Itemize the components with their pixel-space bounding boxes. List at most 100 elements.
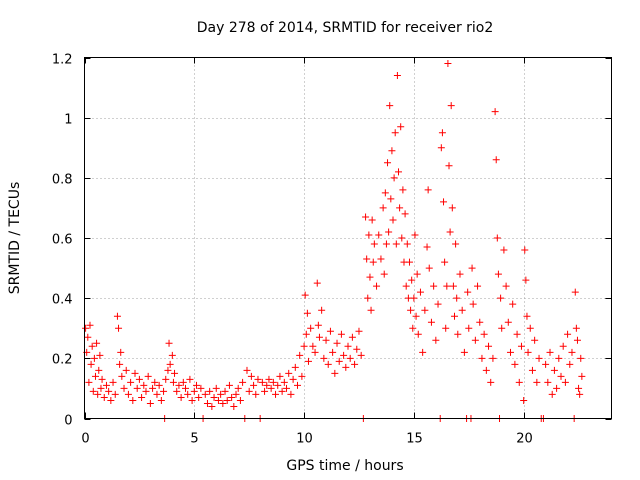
axis-ticks [84, 57, 612, 420]
data-point [526, 324, 534, 332]
data-point [223, 396, 231, 404]
data-point [331, 369, 339, 377]
data-point [346, 354, 354, 362]
data-point [192, 381, 200, 389]
data-point [458, 306, 466, 314]
data-point [298, 372, 306, 380]
data-point [396, 204, 404, 212]
data-point [85, 378, 93, 386]
data-point [160, 387, 168, 395]
data-point [427, 318, 435, 326]
data-point [252, 390, 260, 398]
data-point [333, 339, 341, 347]
data-point [397, 123, 405, 131]
y-tick-label: 1 [64, 113, 72, 128]
data-point [217, 390, 225, 398]
data-point [385, 228, 393, 236]
data-point [577, 354, 585, 362]
data-point [444, 60, 452, 68]
data-point [115, 324, 123, 332]
data-point [410, 294, 418, 302]
x-tick-label: 20 [516, 432, 533, 447]
data-point [247, 372, 255, 380]
y-tick-labels: 0 0.2 0.4 0.6 0.8 1 1.2 [52, 53, 73, 429]
data-point [89, 387, 97, 395]
data-point [550, 366, 558, 374]
data-point [146, 399, 154, 407]
data-point [384, 159, 392, 167]
plot-frame [84, 57, 612, 419]
data-point [353, 345, 361, 353]
data-point [355, 327, 363, 335]
data-point [276, 372, 284, 380]
data-point [230, 402, 238, 410]
data-point [398, 234, 406, 242]
data-point [474, 282, 482, 290]
data-point [388, 147, 396, 155]
data-point [405, 258, 413, 266]
data-point [166, 360, 174, 368]
data-point [389, 216, 397, 224]
data-point [443, 282, 451, 290]
data-point [168, 351, 176, 359]
data-point [368, 216, 376, 224]
data-point [555, 354, 563, 362]
data-point [329, 348, 337, 356]
data-point [221, 387, 229, 395]
data-point [94, 390, 102, 398]
data-point [453, 294, 461, 302]
data-point [258, 378, 266, 386]
data-point [210, 393, 218, 401]
data-point [573, 336, 581, 344]
data-point [278, 387, 286, 395]
data-point [419, 348, 427, 356]
data-point [348, 333, 356, 341]
data-point [291, 363, 299, 371]
data-point [261, 387, 269, 395]
data-point [285, 369, 293, 377]
data-point [452, 240, 460, 248]
x-axis-label: GPS time / hours [286, 458, 403, 474]
data-point [340, 351, 348, 359]
x-tick-label: 5 [190, 432, 198, 447]
data-point [478, 354, 486, 362]
data-point [322, 336, 330, 344]
data-point [387, 195, 395, 203]
data-point [184, 390, 192, 398]
y-tick-label: 0.2 [52, 353, 73, 368]
data-point [84, 333, 92, 341]
data-points [82, 60, 586, 422]
data-point [393, 72, 401, 80]
data-point [465, 324, 473, 332]
data-point [232, 390, 240, 398]
data-point [471, 336, 479, 344]
data-point [301, 291, 309, 299]
data-point [401, 210, 409, 218]
data-point [109, 378, 117, 386]
data-point [357, 351, 365, 359]
data-point [105, 387, 113, 395]
data-point [313, 279, 321, 287]
data-point [117, 348, 125, 356]
data-point [362, 213, 370, 221]
data-point [548, 390, 556, 398]
data-point [314, 321, 322, 329]
data-point [449, 282, 457, 290]
data-point [118, 372, 126, 380]
data-point [468, 264, 476, 272]
data-point [578, 372, 586, 380]
data-point [164, 366, 172, 374]
data-point [437, 144, 445, 152]
data-point [375, 231, 383, 239]
data-point [212, 384, 220, 392]
data-point [365, 231, 373, 239]
data-point [454, 330, 462, 338]
data-point [127, 378, 135, 386]
data-point [515, 378, 523, 386]
data-point [460, 348, 468, 356]
x-tick-label: 0 [81, 432, 89, 447]
data-point [489, 354, 497, 362]
data-point [107, 396, 115, 404]
data-point [280, 378, 288, 386]
data-point [494, 270, 502, 278]
